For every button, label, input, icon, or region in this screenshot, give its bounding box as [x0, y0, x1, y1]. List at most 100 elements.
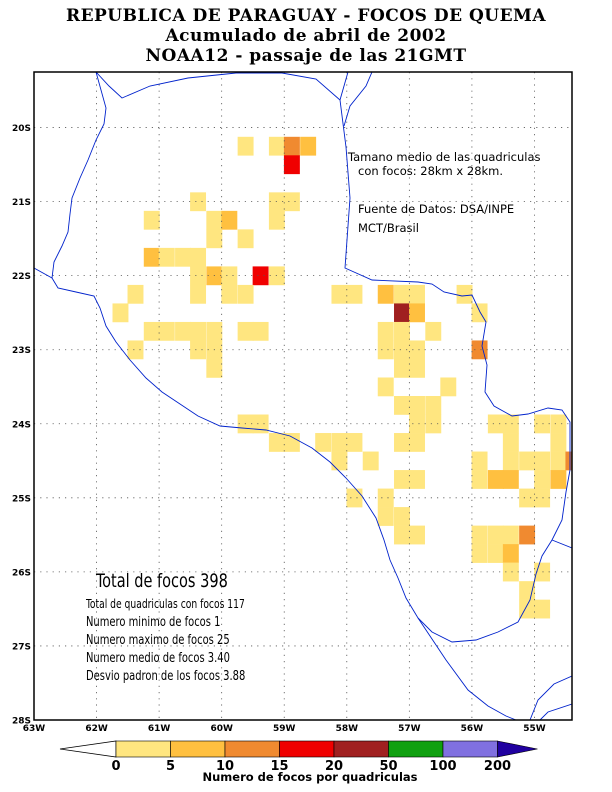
fire-cell — [206, 358, 223, 378]
map-frame — [33, 71, 573, 721]
fire-cell — [206, 210, 223, 230]
fire-cell — [221, 284, 238, 304]
fire-cell — [471, 470, 488, 489]
legend-swatch — [333, 740, 389, 758]
lat-tick-label: 21S — [12, 198, 31, 208]
fire-cell — [252, 266, 269, 286]
legend-label: Numero de focos por quadriculas — [202, 770, 417, 784]
legend-tick-label: 15 — [270, 759, 288, 774]
fire-cell — [502, 451, 519, 471]
fire-cell — [112, 303, 129, 323]
legend-tick-label: 10 — [216, 759, 234, 774]
misiones-border — [529, 675, 572, 720]
fire-cell — [283, 192, 300, 212]
fire-cell — [471, 525, 488, 545]
paraguay-border — [51, 72, 571, 643]
color-legend: 0 5 10 15 20 50 100 200 — [59, 740, 538, 774]
fire-cell — [409, 414, 425, 434]
fire-cell — [175, 247, 192, 267]
source-note-line2: MCT/Brasil — [358, 221, 419, 235]
legend-tick-label: 100 — [429, 759, 456, 774]
lon-tick-label: 59W — [273, 724, 296, 734]
stats-max: Numero maximo de focos 25 — [86, 633, 230, 648]
axis-labels: 63W 62W 61W 60W 59W 58W 57W 56W 55W 20S 21S 22S 23S 2… — [12, 124, 546, 734]
lat-tick-label: 20S — [12, 124, 31, 134]
fire-cell — [409, 525, 425, 545]
fire-cell — [534, 414, 551, 434]
fire-cell — [394, 396, 410, 415]
fire-cell — [425, 396, 442, 415]
fire-cell — [502, 414, 519, 434]
fire-cell — [550, 470, 567, 489]
fire-cell — [190, 192, 207, 212]
fire-cell — [158, 321, 175, 341]
fire-cell — [300, 136, 317, 156]
fire-cell — [190, 321, 207, 341]
fire-cell — [252, 321, 269, 341]
fire-cell — [409, 396, 425, 415]
fire-cell — [394, 433, 410, 452]
legend-swatch — [442, 740, 498, 758]
fire-cell — [237, 321, 254, 341]
fire-cell — [550, 451, 567, 471]
fire-cell — [534, 470, 551, 489]
fire-cell — [519, 581, 536, 600]
legend-tick-label: 50 — [379, 759, 397, 774]
fire-cell — [502, 433, 519, 452]
fire-cell — [190, 247, 207, 267]
fire-cell — [190, 340, 207, 360]
lat-tick-label: 27S — [12, 642, 31, 652]
fire-cell — [409, 340, 425, 360]
fire-cell — [237, 136, 254, 156]
fire-cell — [534, 451, 551, 471]
lon-tick-label: 61W — [148, 724, 171, 734]
argentina-coast — [551, 539, 572, 549]
fire-cell — [377, 340, 394, 360]
legend-under-arrow — [59, 740, 117, 758]
cell-size-note-line1: Tamano medio de las quadriculas — [347, 150, 541, 164]
fire-cell — [268, 210, 285, 230]
fire-cell — [502, 562, 519, 582]
argentina-border-south — [34, 267, 53, 279]
fire-cell — [175, 321, 192, 341]
lon-tick-label: 63W — [23, 724, 46, 734]
fire-cell — [409, 470, 425, 489]
lon-tick-label: 58W — [336, 724, 359, 734]
legend-swatch — [170, 740, 226, 758]
fire-cell — [377, 488, 394, 508]
fire-cell — [158, 247, 175, 267]
map-title-line3: NOAA12 - passaje de las 21GMT — [145, 46, 467, 66]
fire-cell — [237, 284, 254, 304]
fire-cell — [425, 321, 442, 341]
fire-cell — [127, 284, 144, 304]
fire-cell — [190, 284, 207, 304]
brazil-border-west — [343, 72, 373, 127]
fire-cell — [221, 266, 238, 286]
fire-cell — [394, 525, 410, 545]
map-graticule — [34, 72, 572, 720]
fire-cell — [190, 266, 207, 286]
fire-cell — [394, 470, 410, 489]
fire-cell — [409, 358, 425, 378]
fire-cell — [487, 525, 504, 545]
fire-cell — [206, 321, 223, 341]
fire-cell — [502, 525, 519, 545]
fire-cell — [502, 544, 519, 563]
fire-cell — [143, 210, 160, 230]
legend-tick-label: 5 — [166, 759, 175, 774]
fire-cells — [112, 136, 572, 619]
lat-tick-label: 24S — [12, 420, 31, 430]
fire-cell — [394, 358, 410, 378]
fire-cell — [471, 544, 488, 563]
fire-cell — [519, 488, 536, 508]
lat-tick-label: 23S — [12, 346, 31, 356]
fire-cell — [409, 433, 425, 452]
lat-tick-label: 22S — [12, 272, 31, 282]
fire-cell — [471, 451, 488, 471]
fire-cell — [377, 321, 394, 341]
fire-cell — [394, 284, 410, 304]
legend-over-arrow — [497, 740, 538, 758]
fire-cell — [377, 507, 394, 526]
fire-cell — [534, 599, 551, 619]
fire-cell — [268, 136, 285, 156]
